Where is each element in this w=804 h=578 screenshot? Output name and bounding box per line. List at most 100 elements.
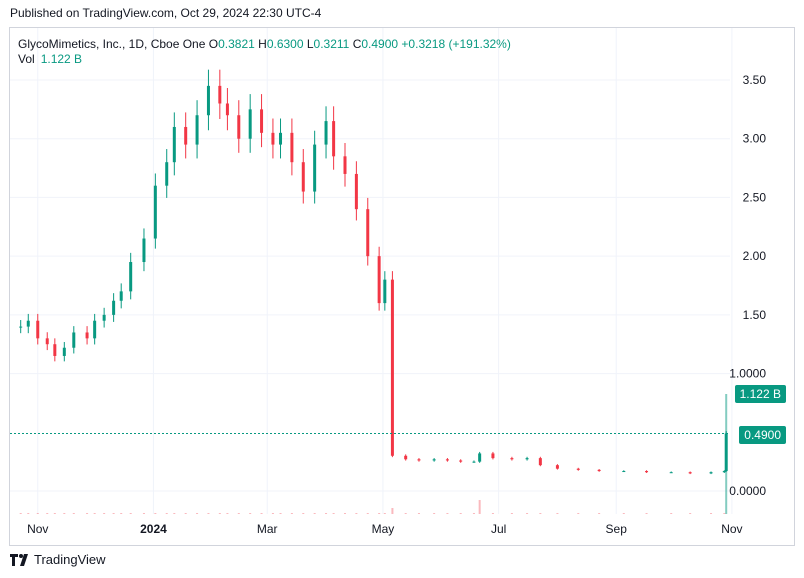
candle-body	[688, 472, 692, 474]
volume-bar	[344, 513, 346, 514]
volume-bar	[112, 513, 115, 514]
volume-bar	[491, 513, 494, 514]
volume-bar	[332, 513, 335, 514]
x-tick-label: Sep	[606, 522, 628, 536]
open-label: O	[208, 37, 219, 51]
volume-bar	[218, 513, 221, 514]
volume-bar	[27, 513, 30, 514]
candle-body	[62, 347, 66, 356]
volume-bar	[391, 508, 394, 514]
candle-body	[478, 453, 482, 462]
volume-bar	[226, 513, 229, 514]
volume-bar	[459, 513, 462, 514]
volume-bar	[53, 513, 56, 514]
candle-body	[354, 173, 358, 210]
close-value: 0.4900	[361, 37, 399, 51]
volume-bars	[19, 394, 728, 514]
candle-body	[404, 455, 408, 460]
candle-body	[366, 209, 370, 257]
open-value: 0.3821	[218, 37, 255, 51]
volume-bar	[302, 513, 305, 514]
volume-bar	[355, 513, 358, 514]
y-tick-label: 0.0000	[729, 484, 766, 498]
x-tick-label: Nov	[27, 522, 48, 536]
candle-body	[472, 461, 476, 463]
candle-body	[165, 162, 169, 186]
volume-bar	[196, 513, 199, 514]
candle-body	[184, 126, 188, 145]
grid-lines	[10, 28, 733, 514]
candle-body	[645, 471, 649, 473]
candle-body	[597, 469, 601, 472]
volume-bar	[260, 513, 263, 514]
volume-bar	[184, 513, 187, 514]
volume-bar	[577, 513, 580, 514]
x-tick-label: Jul	[491, 522, 506, 536]
volume-bar	[63, 513, 66, 514]
volume-bar	[417, 513, 420, 514]
close-label: C	[352, 37, 362, 51]
candle-body	[390, 279, 394, 456]
volume-bar	[478, 500, 481, 514]
candle-body	[93, 320, 97, 339]
candle-body	[279, 132, 283, 145]
candle-body	[343, 156, 347, 174]
volume-bar	[539, 513, 542, 514]
y-tick-label: 2.00	[743, 249, 767, 263]
candle-body	[417, 459, 421, 461]
x-tick-label: Mar	[257, 522, 278, 536]
candle-body	[172, 126, 176, 163]
volume-bar	[366, 513, 369, 514]
volume-bar	[72, 513, 75, 514]
chart-legend: GlycoMimetics, Inc., 1D, Cboe One O0.382…	[18, 36, 511, 52]
candle-body	[26, 320, 30, 327]
candle-body	[510, 458, 514, 460]
candle-body	[45, 338, 49, 345]
candle-body	[301, 162, 305, 192]
y-axis: 3.50 3.00 2.50 2.00 1.50 1.0000 0.0000	[729, 73, 766, 498]
volume-bar	[325, 513, 328, 514]
volume-bar	[510, 513, 513, 514]
candle-body	[129, 262, 133, 292]
volume-bar	[383, 513, 386, 514]
candle-body	[576, 468, 580, 470]
tradingview-logo-icon	[10, 553, 28, 566]
candle-body	[237, 115, 241, 139]
candle-body	[153, 185, 157, 239]
volume-bar	[120, 513, 123, 514]
candle-body	[324, 121, 328, 145]
tradingview-logo[interactable]: TradingView	[10, 552, 106, 567]
volume-bar	[86, 513, 89, 514]
volume-bar	[142, 513, 145, 514]
volume-bar	[165, 513, 168, 514]
candle-body	[332, 121, 336, 157]
low-label: L	[306, 37, 314, 51]
volume-bar	[103, 513, 106, 514]
candle-body	[248, 109, 252, 139]
symbol-label: GlycoMimetics, Inc., 1D, Cboe One	[18, 37, 206, 51]
volume-bar	[670, 513, 673, 514]
candle-body	[218, 85, 222, 104]
candle-body	[19, 326, 23, 328]
candle-body	[119, 291, 123, 301]
volume-bar	[93, 513, 96, 514]
volume-bar	[526, 513, 529, 514]
x-axis: Nov 2024 Mar May Jul Sep Nov	[27, 522, 742, 536]
price-tag: 0.4900	[739, 426, 786, 444]
candle-body	[525, 458, 529, 460]
volume-bar	[207, 513, 210, 514]
low-value: 0.3211	[313, 37, 350, 51]
candle-body	[195, 115, 199, 145]
candle-body	[622, 471, 626, 473]
volume-bar	[249, 513, 252, 514]
candle-body	[260, 109, 264, 133]
candle-body	[555, 465, 559, 469]
volume-label: Vol	[18, 52, 35, 66]
candle-body	[53, 344, 57, 356]
candle-body	[724, 433, 728, 472]
volume-bar	[154, 513, 157, 514]
chart-frame[interactable]	[9, 27, 795, 546]
x-tick-label: May	[372, 522, 395, 536]
volume-bar	[129, 513, 132, 514]
